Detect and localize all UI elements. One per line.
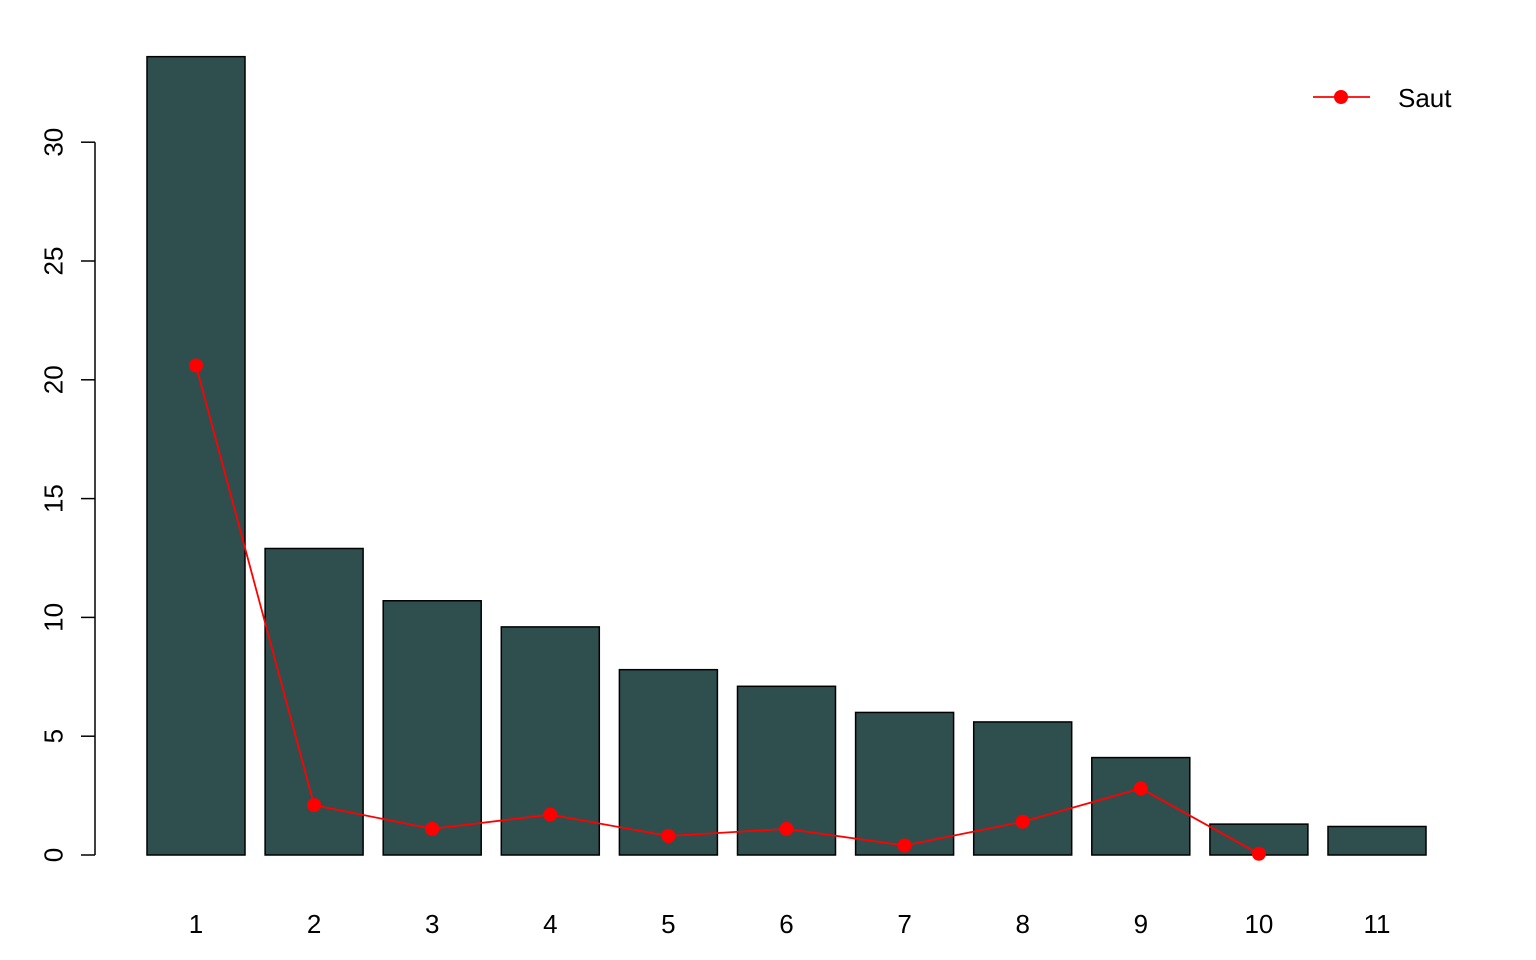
bar-8: [972, 721, 1073, 856]
x-tick-label-2: 2: [307, 909, 321, 939]
bar-1: [146, 55, 246, 856]
bar-7: [854, 711, 955, 856]
saut-point-9: [1133, 781, 1148, 796]
bar-6: [736, 685, 837, 856]
saut-segment-5: [668, 827, 787, 837]
saut-point-4: [543, 807, 558, 822]
x-tick-label-6: 6: [779, 909, 793, 939]
y-tick-label-30: 30: [38, 128, 68, 157]
bar-3: [382, 600, 482, 856]
y-tick-label-20: 20: [38, 365, 68, 394]
legend-marker: [1334, 90, 1348, 104]
legend: Saut: [1313, 83, 1452, 113]
saut-line-series: [189, 358, 1266, 861]
y-tick-label-0: 0: [38, 848, 68, 862]
saut-point-8: [1015, 814, 1030, 829]
y-tick-label-25: 25: [38, 247, 68, 276]
saut-segment-4: [550, 813, 669, 837]
saut-segment-1: [195, 365, 315, 806]
x-axis-labels: 1 2 3 4 5 6 7 8 9 10 11: [189, 909, 1391, 939]
x-tick-label-7: 7: [897, 909, 911, 939]
saut-point-1: [189, 358, 203, 373]
y-tick-label-10: 10: [38, 603, 68, 632]
saut-segment-3: [432, 813, 551, 830]
saut-segment-6: [786, 827, 905, 847]
bar-11: [1327, 825, 1427, 856]
y-axis: 0 5 10 15 20 25 30: [38, 128, 96, 862]
saut-point-7: [897, 838, 912, 853]
saut-segment-8: [1022, 787, 1142, 823]
saut-point-10: [1251, 846, 1266, 861]
x-tick-label-4: 4: [543, 909, 557, 939]
x-tick-label-9: 9: [1134, 909, 1148, 939]
saut-point-6: [779, 821, 794, 836]
x-tick-label-10: 10: [1244, 909, 1273, 939]
saut-segment-2: [313, 804, 433, 830]
y-tick-label-5: 5: [38, 729, 68, 743]
bar-series: [146, 55, 1427, 856]
bar-9: [1091, 756, 1191, 856]
x-tick-label-5: 5: [661, 909, 675, 939]
bar-5: [618, 668, 719, 856]
x-tick-label-3: 3: [425, 909, 439, 939]
saut-point-2: [307, 798, 322, 813]
saut-point-3: [425, 821, 440, 836]
x-tick-label-8: 8: [1015, 909, 1029, 939]
x-tick-label-11: 11: [1364, 909, 1391, 939]
saut-segment-7: [904, 820, 1023, 847]
saut-segment-9: [1140, 787, 1260, 855]
y-tick-label-15: 15: [38, 484, 68, 513]
legend-label-saut: Saut: [1398, 83, 1452, 113]
x-tick-label-1: 1: [189, 909, 203, 939]
saut-point-5: [661, 828, 676, 843]
